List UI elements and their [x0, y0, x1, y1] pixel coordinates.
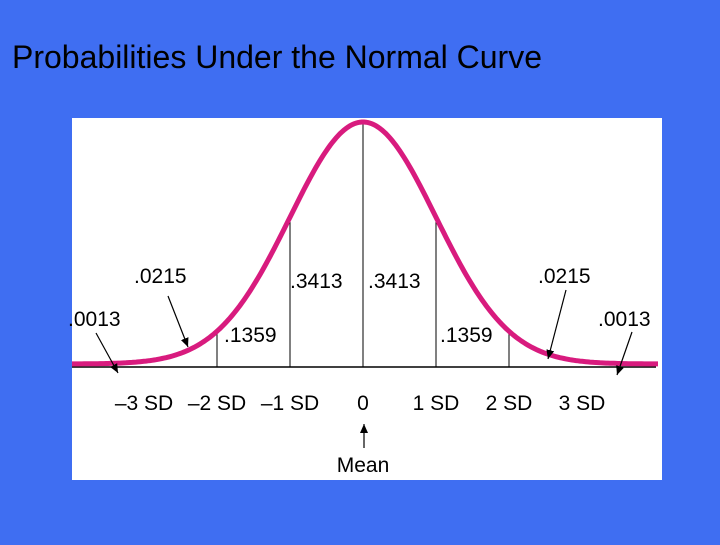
area-label: .1359: [224, 324, 277, 347]
axis-label: 0: [357, 392, 369, 415]
area-label: .1359: [440, 324, 493, 347]
arrow: [616, 331, 633, 376]
arrow: [167, 295, 189, 348]
axis-label: 2 SD: [486, 392, 533, 415]
sd-lines: [216, 122, 510, 367]
axis-label: –3 SD: [115, 392, 173, 415]
mean-label: Mean: [337, 454, 390, 477]
slide-title: Probabilities Under the Normal Curve: [12, 39, 542, 75]
axis-label: –1 SD: [261, 392, 319, 415]
area-label: .0013: [68, 308, 121, 331]
area-label: .0013: [598, 308, 651, 331]
axis-labels: –3 SD –2 SD –1 SD 0 1 SD 2 SD 3 SD: [115, 392, 606, 415]
axis-label: 3 SD: [559, 392, 606, 415]
area-label: .3413: [290, 270, 343, 293]
axis-label: –2 SD: [188, 392, 246, 415]
arrow: [546, 289, 567, 360]
axis-label: 1 SD: [413, 392, 460, 415]
diagram-panel: [72, 118, 662, 480]
area-label: .0215: [538, 265, 591, 288]
normal-curve-diagram: .0013 .0215 .1359 .3413 .3413 .1359 .021…: [68, 119, 658, 477]
normal-curve: [72, 119, 658, 367]
area-label: .0215: [134, 265, 187, 288]
area-label: .3413: [368, 270, 421, 293]
arrow: [95, 332, 119, 374]
pointer-arrows: [95, 289, 633, 448]
